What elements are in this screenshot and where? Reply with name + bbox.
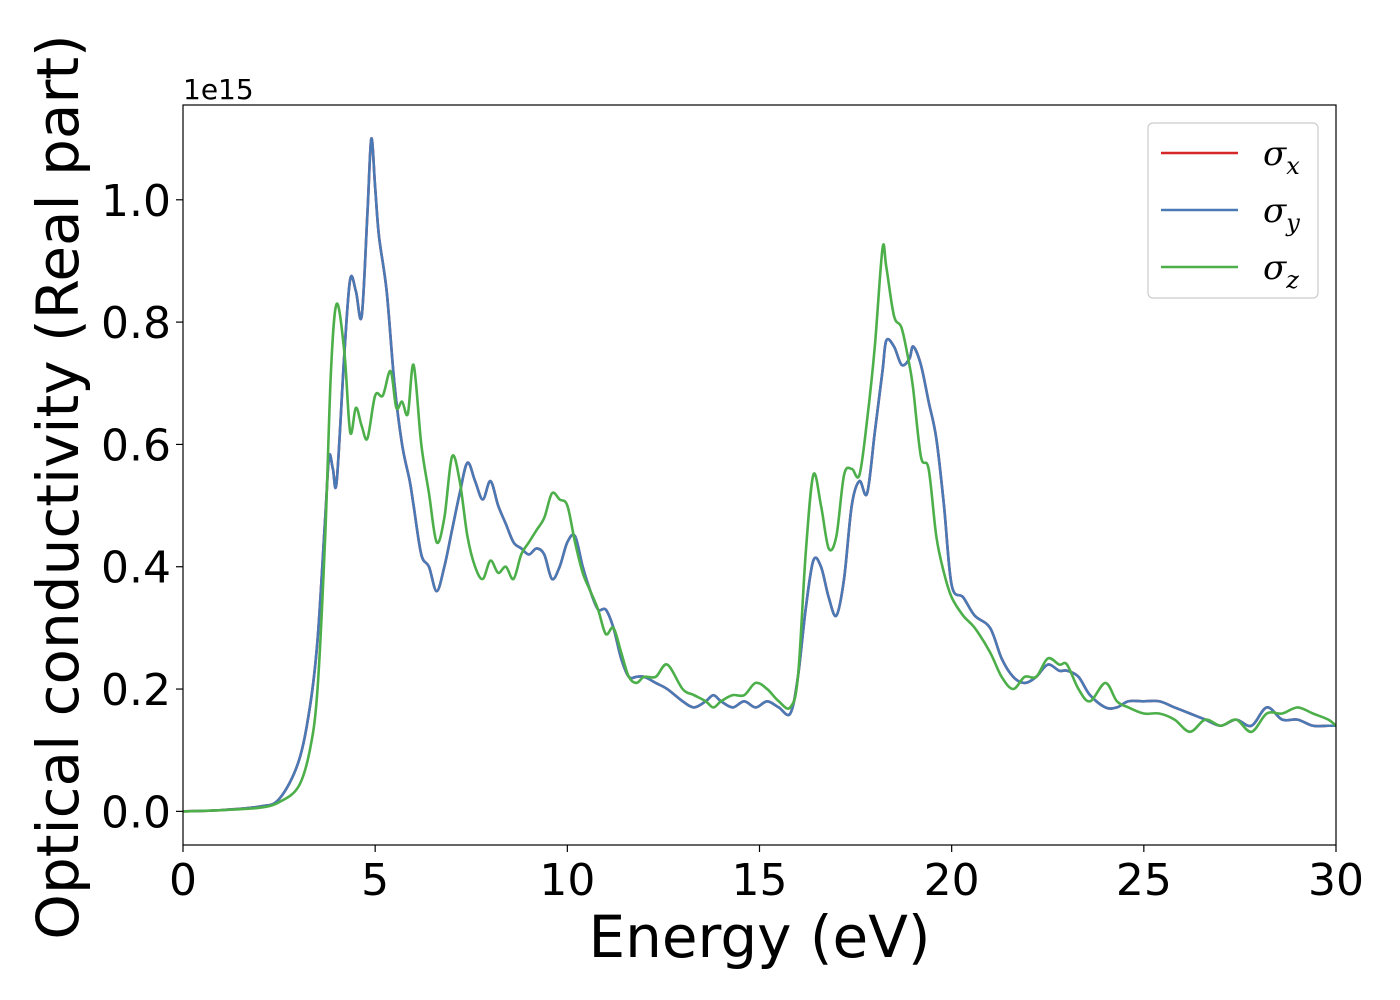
legend: σx σy σz (1147, 122, 1319, 299)
legend-label-x: σx (1263, 134, 1300, 180)
x-tick-label: 15 (732, 855, 788, 906)
x-axis: 0 5 10 15 20 25 30 (169, 845, 1364, 906)
y-tick-label: 0.8 (101, 298, 171, 349)
y-tick-label: 0.6 (101, 420, 171, 471)
y-tick-label: 0.0 (101, 787, 171, 838)
legend-label-z: σz (1263, 248, 1299, 294)
series-line-z (183, 243, 1336, 813)
series-layer (183, 137, 1336, 813)
x-tick-label: 30 (1308, 855, 1364, 906)
y-axis-label: Optical conductivity (Real part) (24, 34, 92, 939)
y-offset-label: 1e15 (183, 73, 254, 106)
x-tick-label: 5 (361, 855, 389, 906)
y-axis: 0.0 0.2 0.4 0.6 0.8 1.0 (101, 176, 183, 838)
legend-label-y: σy (1263, 191, 1300, 237)
y-tick-label: 0.2 (101, 665, 171, 716)
x-tick-label: 0 (169, 855, 197, 906)
x-tick-label: 25 (1116, 855, 1172, 906)
y-tick-label: 1.0 (101, 176, 171, 227)
x-axis-label: Energy (eV) (588, 903, 930, 971)
y-tick-label: 0.4 (101, 543, 171, 594)
x-tick-label: 10 (539, 855, 595, 906)
x-tick-label: 20 (924, 855, 980, 906)
